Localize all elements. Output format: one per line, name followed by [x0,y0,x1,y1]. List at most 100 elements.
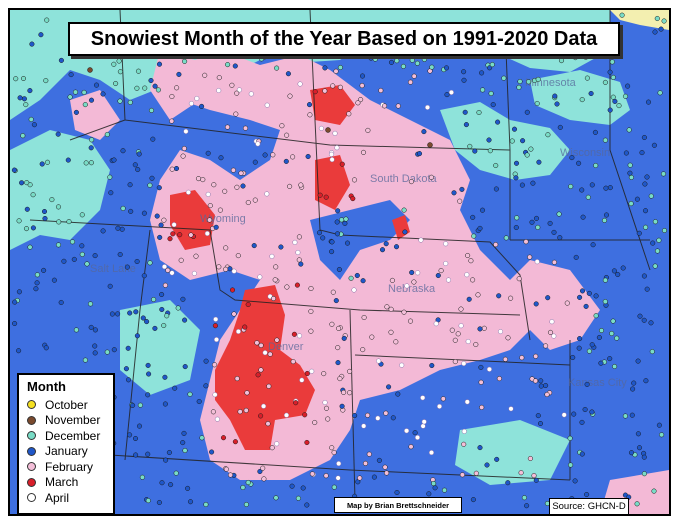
station-dot [576,160,582,166]
station-dot [125,377,132,383]
station-dot [245,301,251,308]
station-dot [629,412,635,418]
station-dot [564,300,570,306]
station-dot [159,480,165,486]
station-dot [30,192,36,198]
station-dot [612,98,618,104]
station-dot [203,358,209,364]
station-dot [611,268,617,274]
station-dot [602,277,608,283]
station-dot [461,360,467,367]
station-dot [145,451,151,457]
station-dot [258,342,264,348]
station-dot [244,390,250,396]
station-dot [175,305,181,311]
station-dot [140,315,146,321]
station-dot [384,470,390,476]
station-dot [459,472,465,478]
station-dot [472,148,478,154]
station-dot [100,228,106,234]
station-dot [359,73,366,79]
station-dot [622,413,628,419]
station-dot [182,317,188,323]
station-dot [169,93,175,100]
station-dot [538,378,544,384]
station-dot [20,75,27,82]
station-dot [16,218,22,224]
station-dot [264,191,270,197]
station-dot [128,208,134,214]
station-dot [335,475,341,481]
station-dot [551,333,557,339]
station-dot [258,413,264,419]
station-dot [136,423,143,429]
station-dot [187,391,193,397]
station-dot [17,95,23,101]
station-dot [284,132,290,138]
station-dot [384,304,390,310]
station-dot [532,378,539,384]
station-dot [211,182,217,188]
station-dot [298,261,304,267]
station-dot [658,26,664,32]
legend-item-march: March [27,475,105,491]
station-dot [12,320,18,327]
station-dot [421,419,427,425]
station-dot [134,85,140,91]
legend-swatch-november [27,415,36,425]
station-dot [92,327,98,333]
station-dot [200,177,206,183]
station-dot [354,272,360,279]
station-dot [571,411,577,417]
station-dot [359,83,365,89]
station-dot [334,231,341,237]
station-dot [269,253,275,259]
station-dot [205,191,211,197]
station-dot [270,152,276,158]
station-dot [531,473,537,479]
station-dot [360,347,366,353]
station-dot [479,70,485,76]
station-dot [145,392,151,398]
station-dot [519,182,525,188]
station-dot [428,450,435,456]
station-dot [648,320,654,326]
station-dot [69,239,76,245]
station-dot [55,242,62,248]
station-dot [199,435,205,441]
station-dot [509,138,515,144]
station-dot [558,58,565,64]
station-dot [322,65,328,71]
station-dot [598,360,604,366]
legend-item-january: January [27,444,105,460]
station-dot [39,161,45,167]
station-dot [393,244,400,250]
station-dot [489,62,495,68]
station-dot [473,470,479,476]
station-dot [232,439,238,445]
station-dot [135,68,142,74]
station-dot [551,229,557,235]
station-dot [257,468,263,475]
station-dot [323,473,329,479]
station-dot [376,358,382,364]
station-dot [355,100,361,106]
station-dot [441,487,448,493]
station-dot [334,145,340,151]
station-dot [42,215,48,222]
station-dot [273,264,279,270]
station-dot [625,83,631,89]
label-minnesota: Minnesota [525,77,577,89]
legend-swatch-february [27,462,36,472]
station-dot [287,183,293,189]
station-dot [180,440,186,446]
station-dot [440,396,446,402]
station-dot [408,444,414,450]
station-dot [266,383,272,389]
station-dot [210,409,216,415]
station-dot [335,345,341,351]
station-dot [251,243,257,249]
station-dot [394,489,400,496]
station-dot [141,273,147,279]
station-dot [418,237,424,243]
